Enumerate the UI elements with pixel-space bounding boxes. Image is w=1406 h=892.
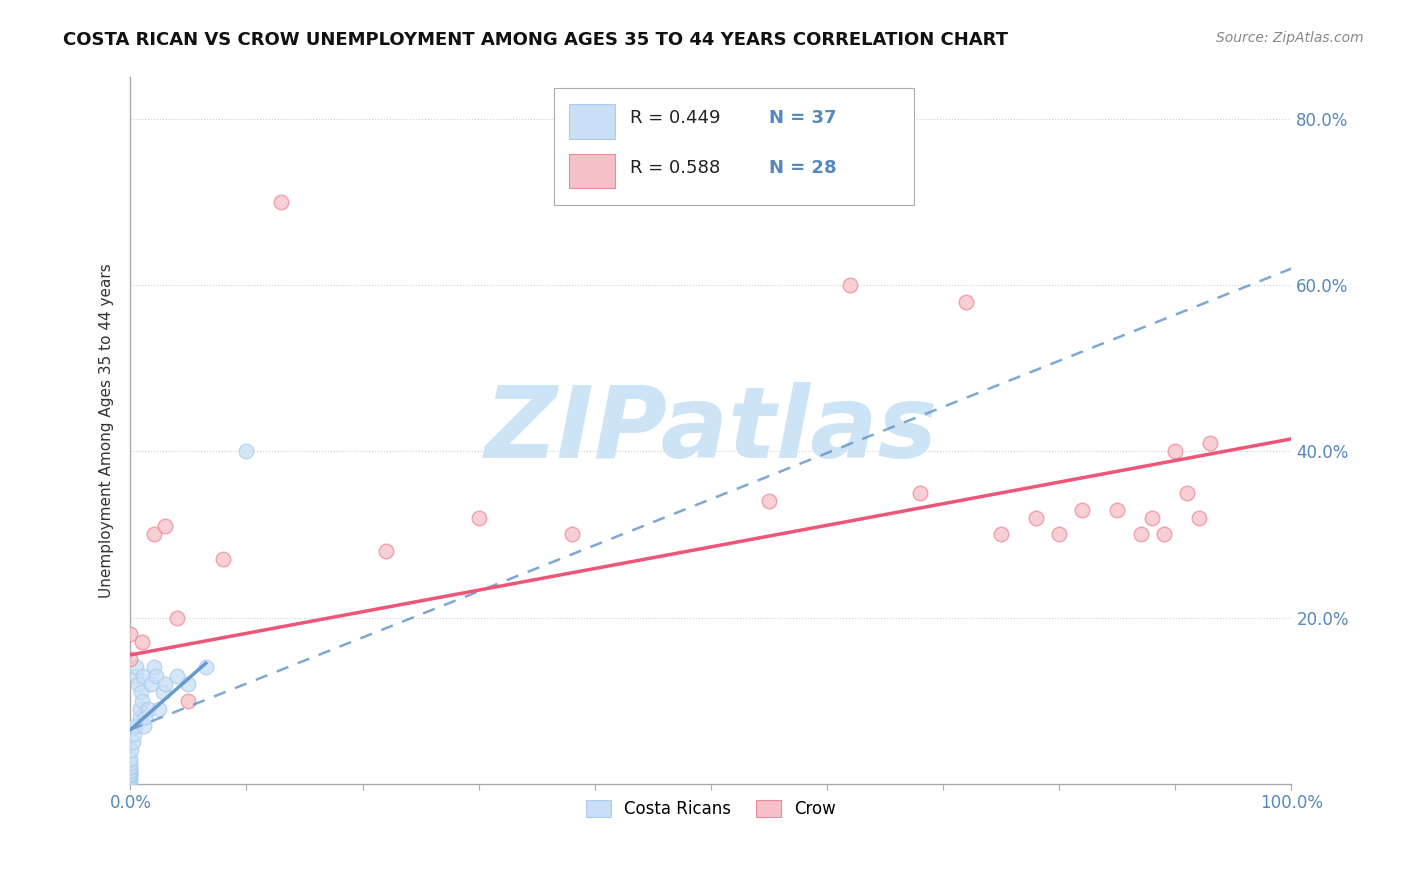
Point	[153, 677, 176, 691]
Point	[131, 693, 153, 707]
Point	[142, 660, 165, 674]
Point	[1175, 486, 1198, 500]
Point	[166, 669, 188, 683]
Point	[148, 702, 170, 716]
Point	[134, 718, 156, 732]
Point	[1025, 511, 1047, 525]
Point	[1153, 527, 1175, 541]
FancyBboxPatch shape	[554, 88, 914, 204]
Point	[1187, 511, 1209, 525]
Point	[561, 527, 583, 541]
Point	[120, 771, 142, 785]
Text: R = 0.449: R = 0.449	[630, 110, 720, 128]
Point	[990, 527, 1012, 541]
Text: Source: ZipAtlas.com: Source: ZipAtlas.com	[1216, 31, 1364, 45]
Point	[132, 669, 155, 683]
Point	[120, 760, 142, 774]
Point	[1107, 502, 1129, 516]
Point	[120, 627, 142, 641]
Point	[1164, 444, 1187, 458]
Point	[128, 710, 150, 724]
Point	[120, 764, 142, 779]
Point	[120, 766, 142, 780]
Point	[955, 294, 977, 309]
Point	[121, 735, 143, 749]
Point	[125, 660, 148, 674]
Point	[758, 494, 780, 508]
Point	[177, 693, 200, 707]
Point	[212, 552, 235, 566]
Point	[141, 677, 163, 691]
Point	[120, 777, 142, 791]
Text: N = 37: N = 37	[769, 110, 837, 128]
Point	[177, 677, 200, 691]
Text: COSTA RICAN VS CROW UNEMPLOYMENT AMONG AGES 35 TO 44 YEARS CORRELATION CHART: COSTA RICAN VS CROW UNEMPLOYMENT AMONG A…	[63, 31, 1008, 49]
Point	[194, 660, 217, 674]
Point	[1129, 527, 1152, 541]
Point	[908, 486, 931, 500]
Point	[120, 652, 142, 666]
Point	[120, 772, 142, 787]
Point	[125, 669, 148, 683]
Point	[129, 685, 152, 699]
Point	[122, 727, 145, 741]
FancyBboxPatch shape	[569, 104, 614, 139]
Point	[121, 743, 143, 757]
Point	[374, 544, 396, 558]
Point	[235, 444, 257, 458]
Point	[124, 718, 146, 732]
Legend: Costa Ricans, Crow: Costa Ricans, Crow	[579, 793, 842, 825]
Point	[1047, 527, 1070, 541]
Point	[166, 610, 188, 624]
Point	[131, 635, 153, 649]
Point	[1071, 502, 1094, 516]
Point	[153, 519, 176, 533]
Point	[152, 685, 174, 699]
Point	[136, 702, 159, 716]
Point	[145, 669, 167, 683]
Text: ZIPatlas: ZIPatlas	[484, 382, 938, 479]
Y-axis label: Unemployment Among Ages 35 to 44 years: Unemployment Among Ages 35 to 44 years	[100, 263, 114, 598]
Point	[134, 710, 156, 724]
Point	[1140, 511, 1163, 525]
Point	[467, 511, 489, 525]
Point	[270, 195, 292, 210]
Point	[128, 702, 150, 716]
Point	[120, 752, 142, 766]
Point	[120, 764, 142, 779]
Point	[127, 677, 149, 691]
Text: R = 0.588: R = 0.588	[630, 159, 720, 177]
Point	[1199, 436, 1222, 450]
Point	[120, 756, 142, 770]
Point	[120, 768, 142, 782]
FancyBboxPatch shape	[569, 153, 614, 188]
Text: N = 28: N = 28	[769, 159, 837, 177]
Point	[142, 527, 165, 541]
Point	[839, 278, 862, 293]
Point	[120, 760, 142, 774]
Point	[120, 768, 142, 782]
